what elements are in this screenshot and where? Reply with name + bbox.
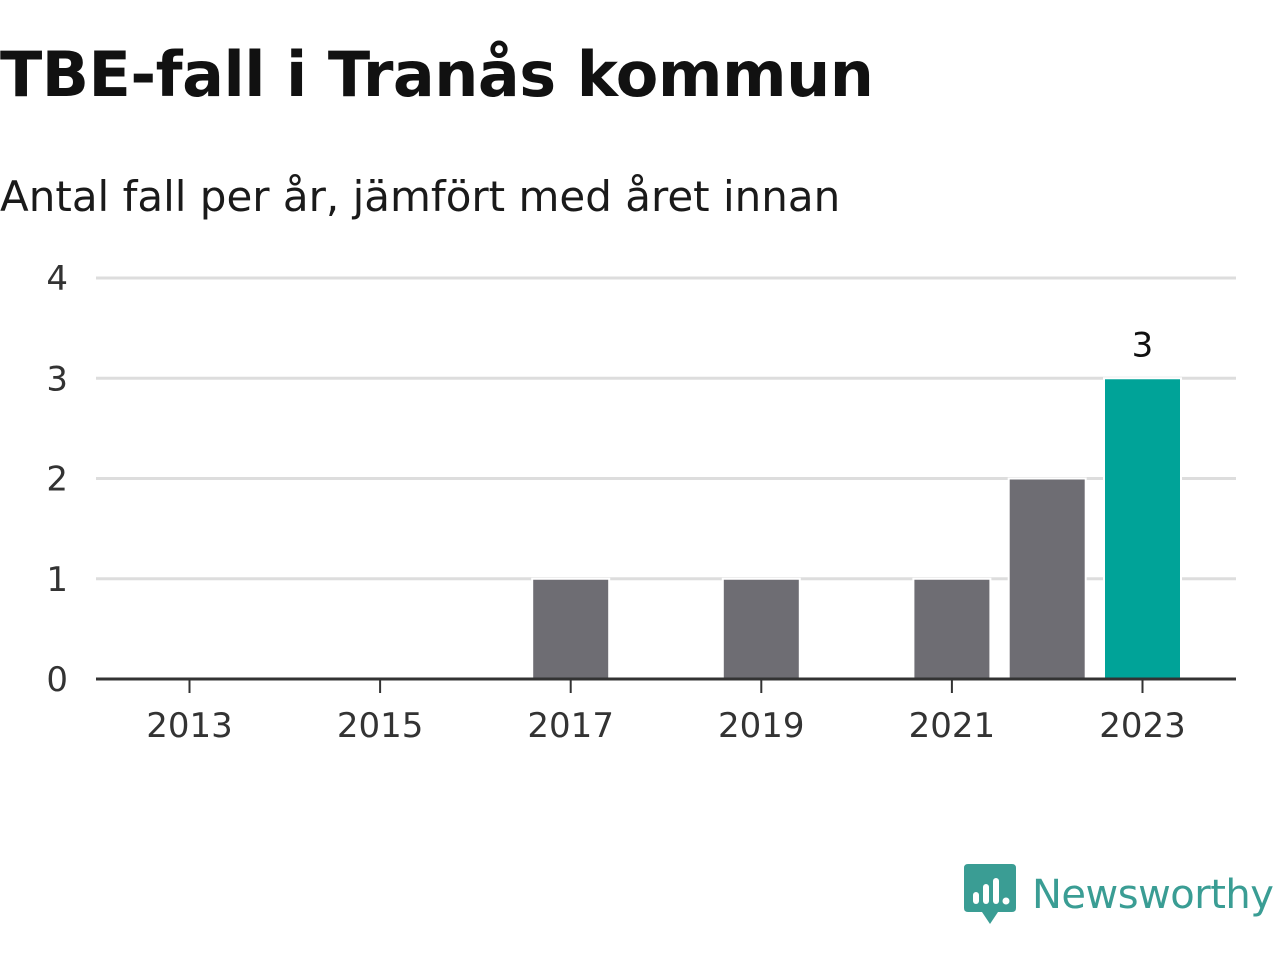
bar-2023 xyxy=(1103,377,1182,680)
labels: 0 1 2 3 4 2013 2015 2017 2019 2021 2023 3 xyxy=(46,259,1185,746)
x-tick-label-2019: 2019 xyxy=(718,706,805,746)
x-axis xyxy=(96,677,1236,693)
chart-subtitle: Antal fall per år, jämfört med året inna… xyxy=(0,172,841,221)
x-tick-label-2021: 2021 xyxy=(909,706,996,746)
y-tick-label-2: 2 xyxy=(46,460,68,500)
chart-title: TBE-fall i Tranås kommun xyxy=(0,38,874,111)
x-tick-label-2013: 2013 xyxy=(146,706,233,746)
bars xyxy=(531,377,1182,680)
x-tick-label-2015: 2015 xyxy=(337,706,424,746)
logo-wordmark: Newsworthy xyxy=(1032,872,1274,918)
x-tick-label-2017: 2017 xyxy=(527,706,614,746)
bar-2019 xyxy=(721,577,801,680)
bar-2021 xyxy=(912,577,992,680)
y-tick-label-4: 4 xyxy=(46,259,68,299)
y-tick-label-1: 1 xyxy=(46,560,68,600)
bar-2022 xyxy=(1007,477,1087,680)
newsworthy-logo: Newsworthy xyxy=(964,864,1274,926)
newsworthy-chart-bubble-icon xyxy=(964,864,1016,924)
data-label-2023: 3 xyxy=(1132,325,1154,365)
x-tick-label-2023: 2023 xyxy=(1099,706,1186,746)
bar-2017 xyxy=(531,577,611,680)
y-tick-label-0: 0 xyxy=(46,660,68,700)
y-tick-label-3: 3 xyxy=(46,359,68,399)
